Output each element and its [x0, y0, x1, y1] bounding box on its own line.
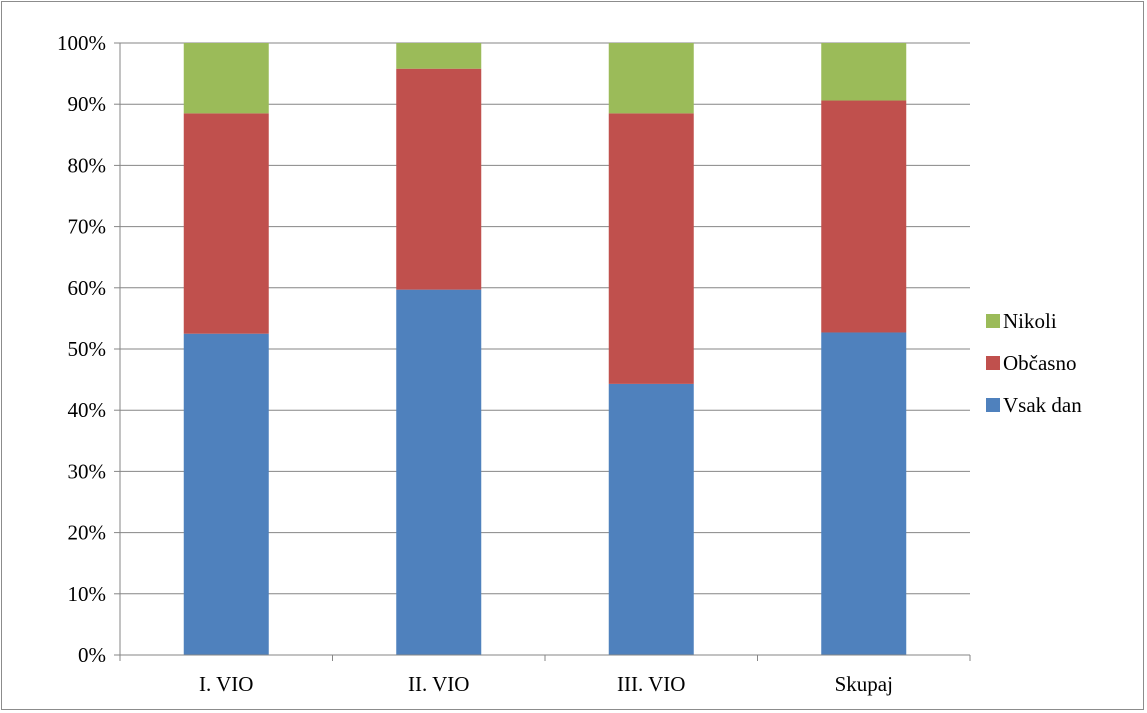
y-tick-label: 40%: [68, 398, 107, 422]
bar-segment-vsak-dan: [396, 289, 482, 655]
bar-segment-nikoli: [608, 43, 694, 114]
y-tick-label: 60%: [68, 276, 107, 300]
bars: [183, 43, 907, 655]
y-tick-label: 20%: [68, 521, 107, 545]
y-tick-label: 30%: [68, 459, 107, 483]
x-tick-labels: I. VIO II. VIO III. VIO Skupaj: [199, 672, 893, 696]
legend-label: Vsak dan: [1003, 393, 1082, 417]
y-tick-label: 100%: [57, 31, 106, 55]
y-tick-label: 0%: [78, 643, 106, 667]
x-tick-label: I. VIO: [199, 672, 253, 696]
x-tick-label: III. VIO: [617, 672, 685, 696]
y-tick-label: 70%: [68, 215, 107, 239]
bar-segment-nikoli: [183, 43, 269, 114]
x-tick-label: II. VIO: [408, 672, 469, 696]
y-tick-label: 80%: [68, 153, 107, 177]
bar-segment-vsak-dan: [608, 383, 694, 655]
bar-segment-vsak-dan: [183, 333, 269, 655]
legend-swatch: [986, 398, 1000, 412]
x-tick-label: Skupaj: [835, 672, 893, 696]
y-tick-label: 50%: [68, 337, 107, 361]
legend-label: Občasno: [1003, 351, 1076, 375]
legend: Nikoli Občasno Vsak dan: [986, 309, 1082, 417]
legend-swatch: [986, 314, 1000, 328]
legend-swatch: [986, 356, 1000, 370]
bar-segment-ob-asno: [821, 100, 907, 333]
legend-label: Nikoli: [1003, 309, 1057, 333]
y-tick-labels: 0% 10% 20% 30% 40% 50% 60% 70% 80% 90% 100%: [57, 31, 106, 667]
bar-segment-nikoli: [821, 43, 907, 101]
bar-segment-nikoli: [396, 43, 482, 69]
y-tick-label: 10%: [68, 582, 107, 606]
y-tick-label: 90%: [68, 92, 107, 116]
bar-segment-ob-asno: [608, 113, 694, 384]
bar-segment-vsak-dan: [821, 332, 907, 655]
bar-segment-ob-asno: [396, 68, 482, 290]
axes: [114, 42, 971, 661]
bar-segment-ob-asno: [183, 113, 269, 334]
